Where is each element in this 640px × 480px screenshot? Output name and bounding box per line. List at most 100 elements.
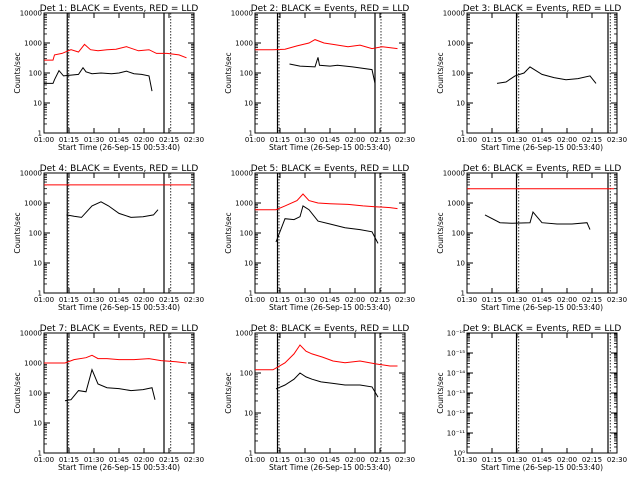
plot-panel-3: Det 3: BLACK = Events, RED = LLD 1 10 100 10… [436, 4, 627, 152]
plot-title: Det 6: BLACK = Events, RED = LLD [463, 164, 622, 174]
x-tick-label: 01:45 [320, 136, 340, 144]
x-tick-label: 01:45 [109, 456, 129, 464]
y-tick-label: 10⁰ [453, 450, 465, 458]
plot-frame [43, 332, 195, 454]
y-tick-label: 10 [33, 100, 42, 108]
x-tick-label: 02:00 [345, 136, 365, 144]
series-line-events [64, 368, 156, 402]
x-tick-label: 01:15 [482, 136, 502, 144]
x-tick-label: 01:30 [295, 296, 315, 304]
x-axis-label: Start Time (26-Sep-15 00:53:40) [269, 303, 391, 312]
series-line-events [289, 57, 376, 84]
series-line-lld [255, 193, 398, 211]
plot-title: Det 1: BLACK = Events, RED = LLD [40, 4, 199, 14]
y-tick-label: 1000 [235, 40, 253, 48]
x-tick-label: 02:00 [557, 296, 577, 304]
x-tick-label: 01:15 [482, 456, 502, 464]
y-tick-label: 1000 [235, 200, 253, 208]
y-tick-label: 10 [244, 100, 253, 108]
y-tick-label: 10000 [231, 170, 253, 178]
plot-frame [466, 12, 618, 134]
y-axis-label: Counts/sec [224, 212, 233, 253]
y-tick-label: 10 [33, 420, 42, 428]
x-tick-label: 02:15 [370, 296, 390, 304]
plot-panel-1: Det 1: BLACK = Events, RED = LLD 1 10 100 10… [13, 4, 204, 152]
plot-panel-6: Det 6: BLACK = Events, RED = LLD 1 10 100 10… [436, 164, 627, 312]
x-tick-label: 01:45 [109, 136, 129, 144]
x-tick-label: 01:00 [457, 136, 477, 144]
y-tick-label: 1 [38, 130, 42, 138]
x-tick-label: 01:45 [109, 296, 129, 304]
x-tick-label: 02:30 [184, 136, 204, 144]
x-tick-label: 02:00 [345, 456, 365, 464]
x-tick-label: 02:15 [159, 136, 179, 144]
y-tick-label: 1000 [447, 40, 465, 48]
x-tick-label: 02:00 [557, 456, 577, 464]
y-tick-label: 10000 [443, 170, 465, 178]
y-tick-label: 1000 [235, 330, 253, 338]
x-tick-label: 01:15 [59, 136, 79, 144]
x-tick-label: 01:30 [507, 136, 527, 144]
x-axis-label: Start Time (26-Sep-15 00:53:40) [58, 303, 180, 312]
series-line-events [275, 372, 379, 398]
y-tick-label: 10⁻¹⁶ [447, 330, 465, 338]
series-line-events [44, 66, 153, 92]
y-tick-label: 10000 [20, 330, 42, 338]
y-tick-label: 1 [249, 450, 253, 458]
y-tick-label: 100 [29, 230, 42, 238]
x-tick-label: 01:00 [34, 296, 54, 304]
y-tick-label: 10⁻¹⁵ [447, 350, 465, 358]
x-axis-label: Start Time (26-Sep-15 00:53:40) [481, 463, 603, 472]
x-tick-label: 02:15 [582, 296, 602, 304]
plot-panel-2: Det 2: BLACK = Events, RED = LLD 1 10 100 10… [224, 4, 415, 152]
x-axis-label: Start Time (26-Sep-15 00:53:40) [58, 143, 180, 152]
y-tick-label: 1 [249, 130, 253, 138]
y-axis-label: Counts/sec [436, 52, 445, 93]
x-tick-label: 01:00 [245, 456, 265, 464]
plot-title: Det 3: BLACK = Events, RED = LLD [463, 4, 622, 14]
x-tick-label: 01:15 [59, 296, 79, 304]
plot-title: Det 8: BLACK = Events, RED = LLD [251, 324, 410, 334]
y-tick-label: 100 [240, 230, 253, 238]
plot-frame [43, 172, 195, 294]
plot-title: Det 4: BLACK = Events, RED = LLD [40, 164, 199, 174]
y-tick-label: 1 [38, 450, 42, 458]
x-tick-label: 02:15 [370, 456, 390, 464]
x-tick-label: 01:30 [295, 456, 315, 464]
x-tick-label: 02:30 [395, 136, 415, 144]
x-tick-label: 01:30 [295, 136, 315, 144]
x-tick-label: 01:45 [320, 456, 340, 464]
plot-panel-9: Det 9: BLACK = Events, RED = LLD 10⁰ 10⁻¹¹… [436, 324, 627, 472]
y-tick-label: 100 [29, 390, 42, 398]
x-axis-label: Start Time (26-Sep-15 00:53:40) [269, 143, 391, 152]
y-tick-label: 10000 [20, 170, 42, 178]
y-axis-label: Counts/sec [224, 372, 233, 413]
plot-panel-4: Det 4: BLACK = Events, RED = LLD 1 10 100 10… [13, 164, 204, 312]
x-tick-label: 02:00 [134, 136, 154, 144]
series-line-lld [44, 354, 187, 364]
x-tick-label: 02:15 [370, 136, 390, 144]
x-tick-label: 01:00 [34, 456, 54, 464]
plot-title: Det 2: BLACK = Events, RED = LLD [251, 4, 410, 14]
series-line-events [66, 201, 159, 218]
y-axis-label: Counts/sec [224, 52, 233, 93]
x-tick-label: 02:15 [159, 296, 179, 304]
y-tick-label: 10000 [231, 10, 253, 18]
x-tick-label: 01:45 [532, 296, 552, 304]
x-tick-label: 01:30 [84, 296, 104, 304]
series-line-events [275, 205, 379, 244]
x-tick-label: 01:30 [84, 456, 104, 464]
x-tick-label: 02:15 [582, 456, 602, 464]
y-tick-label: 10 [244, 260, 253, 268]
y-tick-label: 1 [38, 290, 42, 298]
x-axis-label: Start Time (26-Sep-15 00:53:40) [269, 463, 391, 472]
x-tick-label: 02:00 [557, 136, 577, 144]
y-tick-label: 10 [456, 100, 465, 108]
y-tick-label: 100 [240, 70, 253, 78]
x-tick-label: 02:30 [184, 456, 204, 464]
x-tick-label: 01:00 [245, 296, 265, 304]
y-axis-label: Counts/sec [436, 372, 445, 413]
x-tick-label: 02:30 [607, 136, 627, 144]
plot-frame [466, 172, 618, 294]
